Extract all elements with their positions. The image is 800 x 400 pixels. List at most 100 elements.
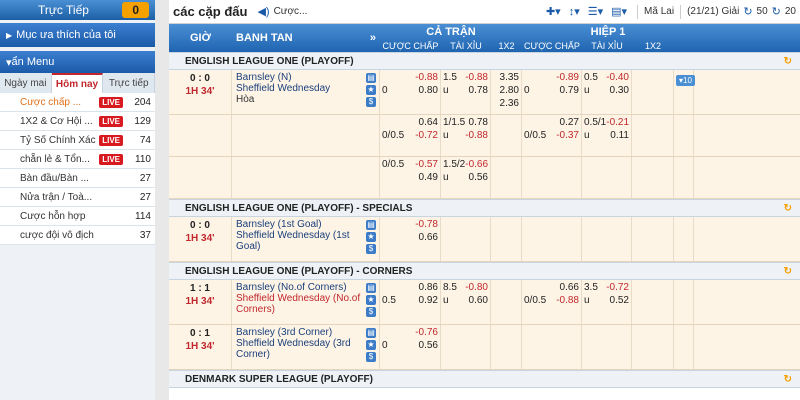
odds-value[interactable]: 0.66 (559, 282, 579, 293)
odds-value[interactable]: 0.86 (418, 282, 438, 293)
x12-odds[interactable]: 2.36 (499, 98, 519, 109)
dollar-icon[interactable]: $ (366, 97, 376, 107)
bet-type-select[interactable]: Cược... (273, 6, 308, 17)
league-name: ENGLISH LEAGUE ONE (PLAYOFF) - SPECIALS (185, 202, 413, 214)
star-icon[interactable]: ★ (366, 232, 376, 242)
match-row: 0.64 0/0.5 -0.72 1/1.5 0.78 u -0.88 0.27 0/0.5 -0… (169, 115, 800, 157)
odds-value[interactable]: 0.80 (418, 85, 438, 96)
favorites-button[interactable]: ▶ Mục ưa thích của tôi (0, 23, 155, 47)
home-team[interactable]: Barnsley (1st Goal) (236, 219, 322, 230)
collapse-icon[interactable]: » (369, 32, 376, 44)
sort-icon[interactable]: ☰▾ (587, 6, 604, 18)
away-team[interactable]: Sheffield Wednesday (1st Goal) (236, 230, 350, 252)
odds-value[interactable]: -0.72 (415, 130, 438, 141)
sidebar-item[interactable]: chẵn lẻ & Tổn... LIVE 110 (0, 150, 155, 169)
odds-value[interactable]: -0.89 (556, 72, 579, 83)
sidebar-item[interactable]: Tỷ Số Chính Xác LIVE 74 (0, 131, 155, 150)
more-bets-button[interactable]: ▾10 (676, 75, 695, 86)
home-team[interactable]: Barnsley (3rd Corner) (236, 327, 333, 338)
add-icon[interactable]: ✚▾ (545, 6, 561, 18)
odds-board: ENGLISH LEAGUE ONE (PLAYOFF) ↻ 0 : 0 1H 34'… (169, 52, 800, 388)
league-count[interactable]: (21/21) Giải (687, 6, 740, 17)
refresh-icon[interactable]: ↻ (783, 265, 792, 277)
odds-value[interactable]: 0.49 (418, 172, 438, 183)
refresh-50[interactable]: 50 (756, 6, 768, 17)
odds-value[interactable]: -0.37 (556, 130, 579, 141)
stats-icon[interactable]: ▤ (366, 220, 376, 230)
odds-value[interactable]: 0.78 (468, 85, 488, 96)
tab-today[interactable]: Hôm nay (51, 73, 104, 93)
home-team[interactable]: Barnsley (N) (236, 72, 292, 83)
match-time: 1H 34' (185, 233, 215, 244)
refresh-icon-2[interactable]: ↻ (771, 6, 781, 18)
more-cell: ▾10 (674, 70, 695, 114)
star-icon[interactable]: ★ (366, 295, 376, 305)
star-icon[interactable]: ★ (366, 85, 376, 95)
odds-icon[interactable]: ↕▾ (568, 6, 580, 18)
odds-value[interactable]: -0.21 (606, 117, 630, 128)
list-icon[interactable]: ▤▾ (611, 6, 628, 18)
sidebar-item[interactable]: Bàn đầu/Bàn ... 27 (0, 169, 155, 188)
league-header[interactable]: ENGLISH LEAGUE ONE (PLAYOFF) - SPECIALS ↻ (169, 199, 800, 217)
away-team[interactable]: Sheffield Wednesday (236, 83, 331, 94)
refresh-icon[interactable]: ↻ (743, 6, 753, 18)
odds-value[interactable]: 0.30 (609, 85, 629, 96)
speaker-icon[interactable]: ◀) (257, 6, 270, 18)
dollar-icon[interactable]: $ (366, 307, 376, 317)
sidebar-item[interactable]: Cược chấp ... LIVE 204 (0, 93, 155, 112)
odds-value[interactable]: -0.66 (465, 159, 489, 170)
away-team[interactable]: Sheffield Wednesday (3rd Corner) (236, 338, 351, 360)
odds-value[interactable]: 0.79 (559, 85, 579, 96)
live-header[interactable]: Trực Tiếp 0 (0, 0, 155, 20)
favorites-label: Mục ưa thích của tôi (16, 29, 116, 41)
stats-icon[interactable]: ▤ (366, 283, 376, 293)
odds-value[interactable]: 0.92 (418, 295, 438, 306)
odds-value[interactable]: 0.52 (609, 295, 629, 306)
away-team[interactable]: Sheffield Wednesday (No.of Corners) (236, 293, 361, 315)
odds-value[interactable]: 0.56 (418, 340, 438, 351)
tab-tomorrow[interactable]: Ngày mai (0, 73, 52, 93)
tab-live[interactable]: Trực tiếp (103, 73, 156, 93)
odds-value[interactable]: -0.80 (465, 282, 488, 293)
match-time: 1H 34' (185, 86, 215, 97)
sidebar-item[interactable]: 1X2 & Cơ Hội ... LIVE 129 (0, 112, 155, 131)
timezone-select[interactable]: Mã Lai (644, 6, 675, 17)
league-header[interactable]: DENMARK SUPER LEAGUE (PLAYOFF) ↻ (169, 370, 800, 388)
odds-value[interactable]: 0.78 (468, 117, 488, 128)
odds-value[interactable]: 0.11 (610, 130, 629, 141)
odds-value[interactable]: -0.78 (415, 219, 438, 230)
refresh-icon[interactable]: ↻ (783, 202, 792, 214)
odds-value[interactable]: -0.88 (465, 130, 488, 141)
star-icon[interactable]: ★ (366, 340, 376, 350)
x12-odds[interactable]: 3.35 (499, 72, 519, 83)
home-team[interactable]: Barnsley (No.of Corners) (236, 282, 347, 293)
sidebar-item[interactable]: cược đội vô địch 37 (0, 226, 155, 245)
odds-value[interactable]: -0.88 (556, 295, 579, 306)
odds-value[interactable]: -0.76 (415, 327, 438, 338)
odds-value[interactable]: -0.57 (415, 159, 438, 170)
odds-value[interactable]: -0.88 (465, 72, 488, 83)
stats-icon[interactable]: ▤ (366, 73, 376, 83)
dollar-icon[interactable]: $ (366, 244, 376, 254)
hide-menu-button[interactable]: ▾ ẩn Menu (0, 51, 155, 73)
odds-value[interactable]: 0.60 (468, 295, 488, 306)
refresh-20[interactable]: 20 (784, 6, 796, 17)
odds-value[interactable]: 0.64 (418, 117, 438, 128)
odds-value[interactable]: 0.66 (418, 232, 438, 243)
odds-value[interactable]: 0.56 (468, 172, 488, 183)
sidebar-item[interactable]: Nửa trận / Toà... 27 (0, 188, 155, 207)
league-header[interactable]: ENGLISH LEAGUE ONE (PLAYOFF) - CORNERS ↻ (169, 262, 800, 280)
odds-value[interactable]: -0.40 (606, 72, 629, 83)
odds-value[interactable]: -0.88 (415, 72, 438, 83)
refresh-icon[interactable]: ↻ (783, 373, 792, 385)
odds-value[interactable]: -0.72 (606, 282, 629, 293)
refresh-icon[interactable]: ↻ (783, 55, 792, 67)
stats-icon[interactable]: ▤ (366, 328, 376, 338)
x12-odds[interactable]: 2.80 (499, 85, 519, 96)
sidebar-item[interactable]: Cược hỗn hợp 114 (0, 207, 155, 226)
dollar-icon[interactable]: $ (366, 352, 376, 362)
h1-hdp-header: CƯỢC CHẤP (524, 40, 580, 51)
league-header[interactable]: ENGLISH LEAGUE ONE (PLAYOFF) ↻ (169, 52, 800, 70)
odds-cell: 1.5 -0.88 u 0.78 (441, 70, 491, 114)
odds-value[interactable]: 0.27 (559, 117, 579, 128)
